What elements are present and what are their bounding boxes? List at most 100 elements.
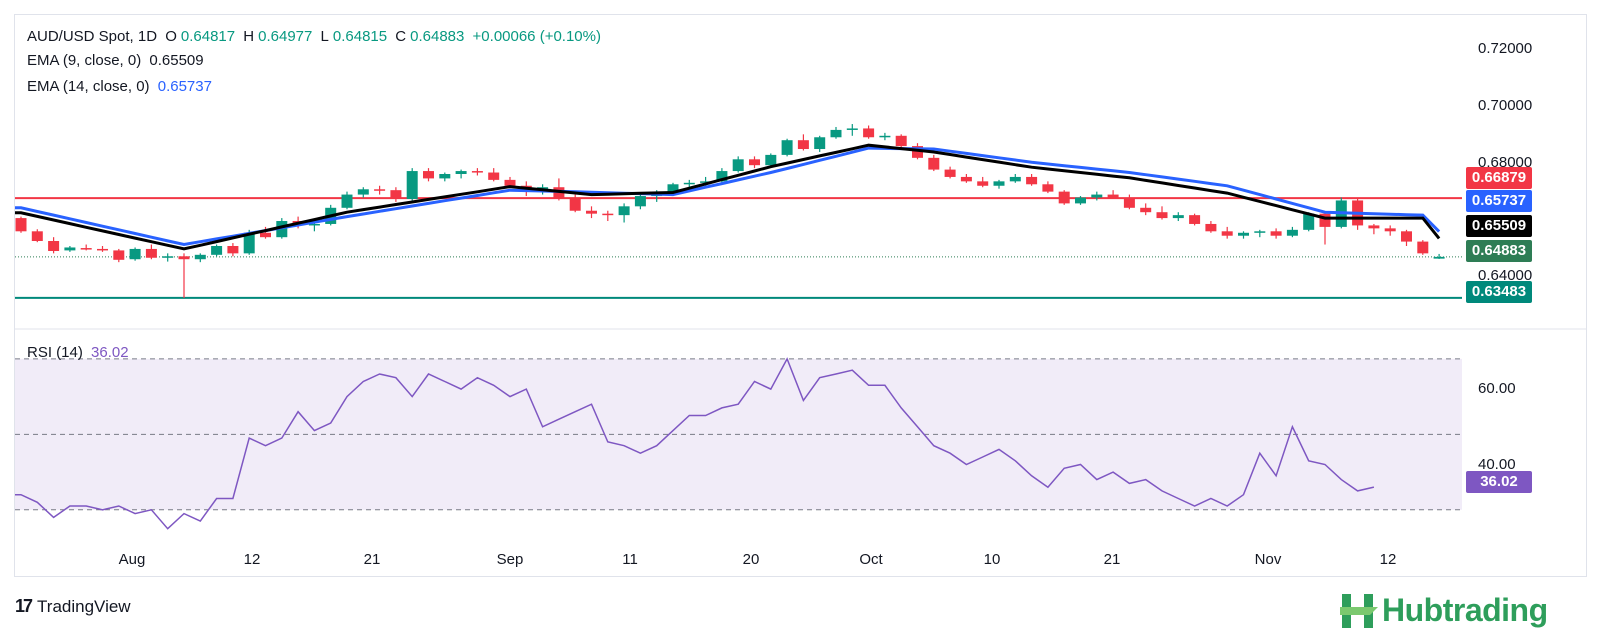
candle-body	[1107, 194, 1119, 198]
close-value: 0.64883	[410, 28, 465, 45]
open-value: 0.64817	[180, 28, 236, 45]
candle-body	[64, 247, 76, 251]
date-tick-label: 20	[742, 551, 760, 568]
candle-body	[1205, 223, 1217, 232]
date-tick-label: Sep	[496, 551, 524, 568]
candle-body	[260, 232, 271, 238]
candle-body	[1384, 228, 1396, 232]
candle-body	[227, 246, 239, 254]
price-tick-label: 0.70000	[1478, 97, 1533, 114]
ema9-price-tag: 0.65509	[1466, 215, 1532, 237]
candle-body	[732, 159, 744, 172]
candle-body	[1238, 232, 1249, 236]
date-tick-label: 10	[983, 551, 1001, 568]
candle-body	[1286, 229, 1298, 236]
candle-body	[814, 137, 826, 150]
candle-body	[243, 232, 255, 254]
price-tick-label: 0.68000	[1478, 154, 1533, 171]
high-label: H	[243, 28, 255, 45]
ema14-label: EMA (14, close, 0)	[27, 78, 150, 95]
candle-body	[162, 256, 174, 258]
candle-body	[211, 246, 223, 255]
candle-body	[423, 171, 434, 179]
candle-body	[1123, 197, 1135, 208]
ema9-label: EMA (9, close, 0)	[27, 52, 142, 69]
candle-body	[1270, 231, 1282, 236]
hubtrading-logo: Hubtrading	[1340, 590, 1548, 630]
candle-body	[1189, 215, 1201, 224]
candle-body	[667, 184, 679, 194]
candle-body	[1058, 191, 1070, 204]
candle-body	[97, 248, 108, 251]
price-tick-label: 0.72000	[1478, 40, 1533, 57]
resistance-price-tag: 0.66879	[1466, 167, 1532, 189]
tradingview-logo[interactable]: 17 TradingView	[15, 596, 131, 617]
candle-body	[797, 140, 809, 150]
candle-body	[1319, 213, 1331, 227]
close-price-tag: 0.64883	[1466, 240, 1532, 262]
candle-body	[830, 129, 842, 138]
candle-body	[80, 248, 92, 250]
date-tick-label: Aug	[118, 551, 146, 568]
candle-body	[390, 190, 402, 199]
candle-body	[341, 194, 353, 208]
candle-body	[846, 128, 858, 130]
candle-body	[455, 171, 467, 174]
candle-body	[374, 189, 386, 191]
close-label: C	[395, 28, 407, 45]
candle-body	[765, 154, 777, 166]
candle-body	[1075, 197, 1086, 204]
tradingview-wordmark: TradingView	[37, 596, 131, 616]
candle-body	[1042, 184, 1054, 192]
date-tick-label: Oct	[859, 551, 883, 568]
candle-body	[634, 196, 646, 207]
candle-body	[145, 248, 157, 258]
candle-body	[977, 181, 989, 186]
candle-body	[1009, 176, 1021, 182]
high-value: 0.64977	[258, 28, 313, 45]
candle-body	[569, 197, 581, 211]
candle-body	[960, 176, 972, 182]
date-tick-label: 12	[243, 551, 261, 568]
candle-body	[944, 169, 956, 177]
hubtrading-icon	[1340, 594, 1378, 628]
candle-body	[1254, 231, 1266, 233]
candle-body	[31, 231, 43, 242]
candle-body	[1221, 231, 1233, 236]
candle-body	[129, 248, 141, 260]
ema14-legend: EMA (14, close, 0) 0.65737	[27, 77, 216, 97]
low-label: L	[320, 28, 329, 45]
candle-body	[912, 146, 923, 158]
ema14-price-tag: 0.65737	[1466, 190, 1532, 212]
support-price-tag: 0.63483	[1466, 281, 1532, 303]
date-tick-label: Nov	[1254, 551, 1282, 568]
candle-body	[1417, 241, 1429, 254]
candle-body	[618, 206, 630, 216]
candle-body	[863, 128, 875, 138]
date-tick-label: 11	[622, 551, 638, 568]
candle-body	[1401, 231, 1412, 242]
rsi-legend-value: 36.02	[91, 344, 129, 361]
tradingview-icon: 17	[15, 596, 33, 616]
rsi-line	[15, 357, 1375, 530]
change-value: +0.00066 (+0.10%)	[472, 28, 601, 45]
candle-body	[1303, 213, 1315, 230]
candle-body	[113, 250, 125, 260]
symbol-ohlc-legend: AUD/USD Spot, 1D O 0.64817 H 0.64977 L 0.64…	[27, 27, 605, 47]
rsi-label: RSI (14)	[27, 344, 83, 361]
rsi-tick-label: 40.00	[1478, 456, 1516, 473]
ema9-value: 0.65509	[149, 52, 204, 69]
rsi-tick-label: 60.00	[1478, 380, 1516, 397]
candle-body	[488, 172, 500, 180]
candle-body	[194, 254, 206, 260]
candle-body	[48, 241, 60, 251]
candle-body	[1091, 194, 1103, 198]
candle-body	[357, 189, 369, 195]
candle-body	[471, 171, 483, 173]
candle-body	[749, 159, 760, 166]
date-tick-label: 21	[1103, 551, 1121, 568]
low-value: 0.64815	[332, 28, 388, 45]
date-tick-label: 12	[1379, 551, 1397, 568]
symbol-label: AUD/USD Spot, 1D	[27, 28, 158, 45]
